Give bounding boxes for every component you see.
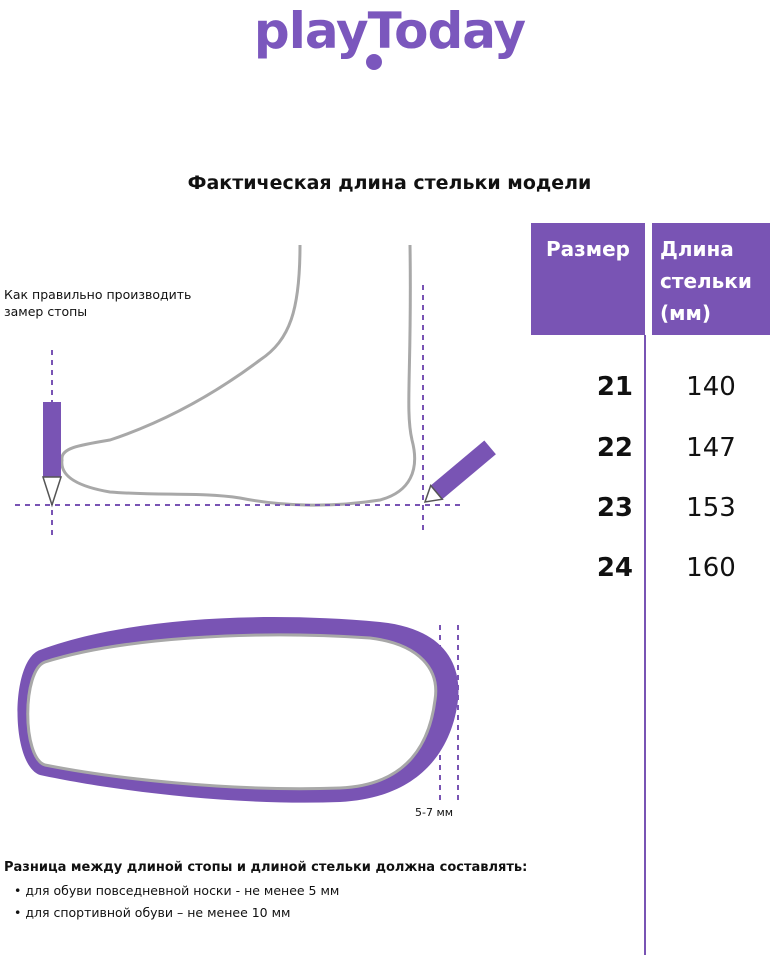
pencil-icon bbox=[423, 440, 496, 503]
note-item: • для спортивной обуви – не менее 10 мм bbox=[14, 905, 291, 920]
pencil-icon bbox=[41, 402, 63, 508]
size-cell: 21 bbox=[596, 372, 633, 402]
gap-label: 5-7 мм bbox=[415, 806, 454, 819]
note-item: • для обуви повседневной носки - не мене… bbox=[14, 883, 340, 898]
foot-illustration bbox=[15, 244, 496, 805]
page-title: Фактическая длина стельки модели bbox=[187, 172, 592, 194]
header-length: Длина стельки (мм) bbox=[652, 223, 770, 335]
brand-logo: playToday bbox=[253, 2, 526, 60]
size-cell: 24 bbox=[596, 553, 633, 583]
size-cell: 23 bbox=[596, 493, 633, 523]
note-text: для обуви повседневной носки - не менее … bbox=[25, 883, 340, 898]
note-text: для спортивной обуви – не менее 10 мм bbox=[25, 905, 291, 920]
header-size: Размер bbox=[531, 223, 645, 335]
length-cell: 153 bbox=[686, 493, 736, 523]
table-divider bbox=[644, 335, 646, 955]
measure-note: Как правильно производить замер стопы bbox=[4, 287, 192, 319]
length-cell: 140 bbox=[686, 372, 736, 402]
size-cell: 22 bbox=[596, 433, 633, 463]
length-cell: 160 bbox=[686, 553, 736, 583]
logo-dot bbox=[366, 54, 382, 70]
length-cell: 147 bbox=[686, 433, 736, 463]
notes-title: Разница между длиной стопы и длиной стел… bbox=[4, 860, 528, 875]
